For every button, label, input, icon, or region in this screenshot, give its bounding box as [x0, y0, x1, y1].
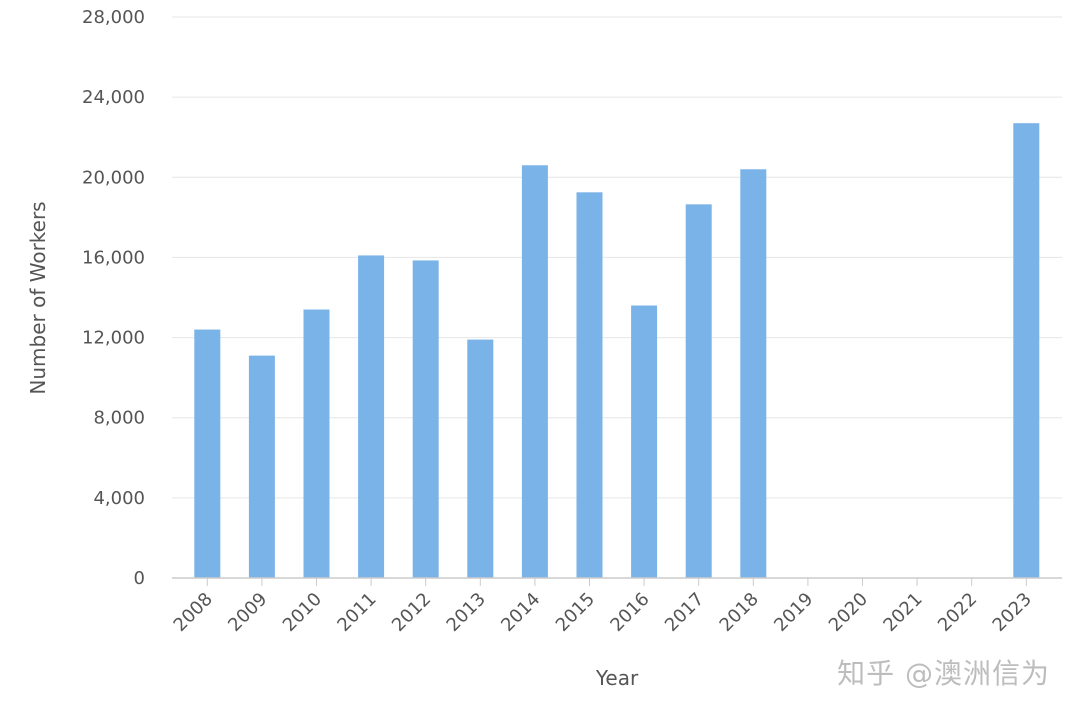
bar [467, 339, 494, 578]
bars [194, 123, 1040, 579]
bar [303, 309, 330, 578]
y-tick-label: 12,000 [82, 328, 145, 349]
x-tick-label: 2016 [606, 589, 653, 636]
x-axis-ticks: 2008 2009 2010 2011 2012 2013 2014 2015 2016 2017… [170, 578, 1036, 636]
bar [358, 255, 385, 579]
y-tick-label: 0 [134, 568, 145, 589]
y-tick-label: 4,000 [93, 488, 145, 509]
y-axis-title: Number of Workers [26, 201, 50, 394]
x-tick-label: 2012 [388, 589, 435, 636]
x-tick-label: 2014 [497, 589, 544, 636]
bar [412, 260, 439, 578]
bar [740, 169, 767, 578]
bar [248, 355, 275, 578]
x-tick-label: 2020 [825, 589, 872, 636]
bar [521, 165, 548, 578]
x-tick-label: 2019 [770, 589, 817, 636]
watermark-text: 知乎 @澳洲信为 [837, 657, 1050, 690]
x-tick-label: 2015 [552, 589, 599, 636]
y-tick-label: 20,000 [82, 167, 145, 188]
x-tick-label: 2021 [879, 589, 926, 636]
x-tick-label: 2022 [934, 589, 981, 636]
x-tick-label: 2010 [279, 589, 326, 636]
y-axis-ticks: 0 4,000 8,000 12,000 16,000 20,000 24,000 28,00… [82, 7, 145, 589]
y-tick-label: 24,000 [82, 87, 145, 108]
y-tick-label: 16,000 [82, 247, 145, 268]
x-tick-label: 2009 [224, 589, 271, 636]
y-tick-label: 8,000 [93, 408, 145, 429]
bar [194, 329, 221, 578]
x-tick-label: 2018 [716, 589, 763, 636]
x-tick-label: 2013 [443, 589, 490, 636]
bar [685, 204, 712, 578]
x-axis-title: Year [595, 666, 639, 690]
bar [631, 305, 658, 578]
x-tick-label: 2008 [170, 589, 217, 636]
x-tick-label: 2011 [333, 589, 380, 636]
x-tick-label: 2023 [989, 589, 1036, 636]
bar [576, 192, 603, 578]
bar [1013, 123, 1040, 579]
y-tick-label: 28,000 [82, 7, 145, 28]
x-tick-label: 2017 [661, 589, 708, 636]
